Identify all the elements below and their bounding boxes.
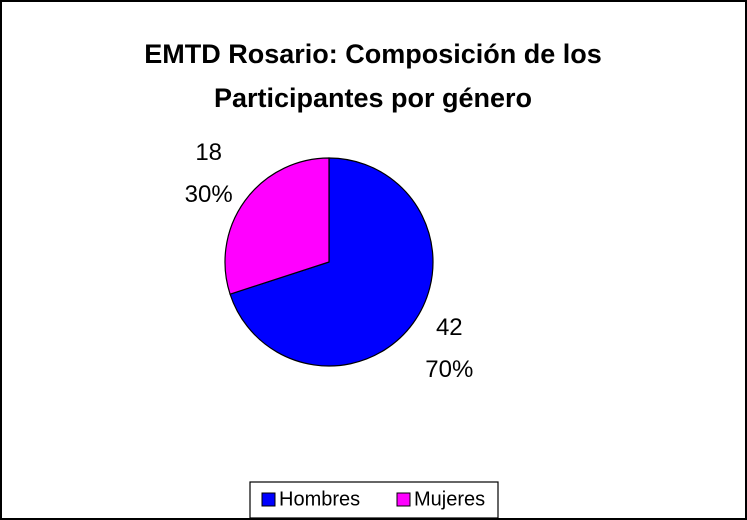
- percent-label: 30%: [185, 181, 233, 208]
- legend-swatch: [396, 492, 411, 507]
- pie-slice: [229, 157, 434, 367]
- percent-label: 70%: [425, 356, 473, 383]
- legend-box: [249, 481, 499, 519]
- legend-label: Mujeres: [414, 488, 485, 510]
- pie-slice: [224, 157, 330, 295]
- chart-title: Participantes por género: [214, 83, 532, 113]
- data-label: 42: [436, 314, 463, 341]
- legend-swatch: [261, 492, 276, 507]
- data-label: 18: [195, 139, 222, 166]
- legend-label: Hombres: [279, 488, 360, 510]
- chart-title: EMTD Rosario: Composición de los: [144, 39, 602, 69]
